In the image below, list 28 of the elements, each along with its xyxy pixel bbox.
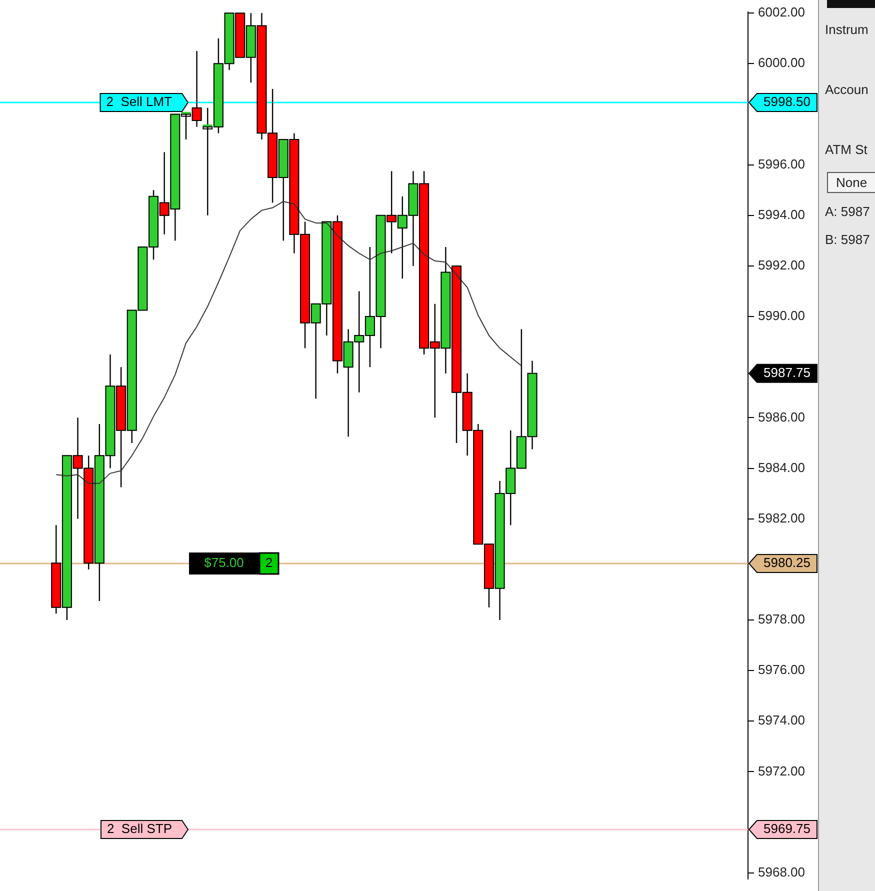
y-tick-label: 5990.00	[758, 308, 805, 324]
y-tick-label: 5992.00	[758, 258, 805, 273]
annotation: 2 Sell LMT	[106, 94, 172, 110]
y-tick-label: 6000.00	[758, 55, 805, 70]
y-tick-label: 5968.00	[758, 864, 805, 880]
text: A: 5987	[825, 204, 870, 219]
y-tick-label: 5972.00	[758, 763, 805, 778]
annotation: 2 Sell STP	[106, 821, 172, 836]
text: B: 5987	[825, 232, 870, 247]
text: Instrum	[825, 22, 868, 37]
y-tick-label: 5996.00	[758, 156, 805, 172]
y-tick-label: 5984.00	[758, 460, 805, 475]
ref-line-label: 5998.50	[764, 94, 810, 110]
text: ATM St	[825, 142, 868, 157]
ref-line-label: 5980.25	[764, 555, 810, 570]
y-tick-label: 5974.00	[758, 712, 805, 728]
ref-line-label: 5969.75	[764, 821, 810, 836]
annotation: 2	[265, 555, 273, 570]
y-tick-label: 5982.00	[758, 510, 805, 526]
y-tick-label: 5976.00	[758, 662, 805, 678]
y-tick-label: 5994.00	[758, 206, 805, 222]
y-tick-label: 5978.00	[758, 612, 805, 627]
text: Accoun	[825, 82, 868, 97]
annotation: $75.00	[204, 555, 244, 570]
text: None	[827, 172, 875, 193]
text: 5987.75	[764, 365, 810, 380]
y-tick-label: 6002.00	[758, 4, 805, 20]
y-tick-label: 5986.00	[758, 409, 805, 424]
